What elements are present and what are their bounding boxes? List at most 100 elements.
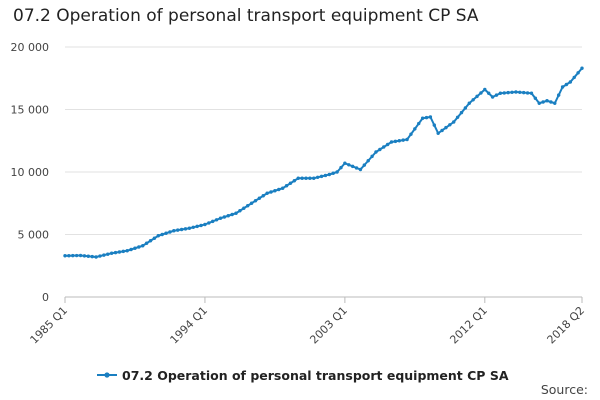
data-point[interactable] — [214, 218, 219, 222]
data-point[interactable] — [564, 82, 569, 87]
data-point[interactable] — [389, 140, 394, 144]
data-point[interactable] — [265, 191, 269, 195]
data-point[interactable] — [514, 90, 518, 94]
data-point[interactable] — [358, 167, 363, 172]
data-point[interactable] — [102, 253, 106, 257]
data-point[interactable] — [106, 252, 110, 256]
data-point[interactable] — [238, 209, 242, 213]
data-point[interactable] — [269, 190, 273, 194]
data-point[interactable] — [533, 96, 538, 100]
legend[interactable]: 07.2 Operation of personal transport equ… — [96, 366, 509, 384]
data-point[interactable] — [137, 245, 141, 249]
data-point[interactable] — [195, 224, 199, 229]
data-point[interactable] — [141, 244, 145, 248]
data-point[interactable] — [490, 95, 495, 99]
data-point[interactable] — [315, 175, 320, 180]
data-point[interactable] — [378, 147, 382, 152]
data-point[interactable] — [179, 227, 184, 232]
data-point[interactable] — [382, 145, 386, 149]
data-point[interactable] — [483, 87, 487, 92]
source-label[interactable]: Source: — [540, 382, 588, 397]
data-point[interactable] — [541, 100, 545, 104]
data-point[interactable] — [78, 253, 83, 258]
data-point[interactable] — [164, 231, 168, 235]
data-point[interactable] — [261, 194, 265, 198]
data-point[interactable] — [296, 176, 300, 180]
data-point[interactable] — [459, 110, 464, 115]
data-point[interactable] — [242, 206, 246, 210]
data-point[interactable] — [502, 91, 506, 95]
data-point[interactable] — [203, 222, 207, 227]
data-point[interactable] — [568, 80, 573, 84]
data-point[interactable] — [187, 226, 192, 230]
data-point[interactable] — [234, 211, 238, 215]
data-point[interactable] — [82, 254, 87, 258]
data-point[interactable] — [168, 230, 172, 234]
data-point[interactable] — [94, 255, 98, 259]
data-point[interactable] — [556, 93, 561, 97]
data-point[interactable] — [323, 173, 328, 178]
data-point[interactable] — [545, 99, 549, 103]
data-point[interactable] — [63, 254, 67, 258]
data-point[interactable] — [335, 170, 339, 174]
data-point[interactable] — [397, 139, 401, 143]
data-point[interactable] — [288, 181, 293, 185]
data-point[interactable] — [113, 250, 118, 255]
data-point[interactable] — [436, 131, 440, 135]
data-point[interactable] — [222, 215, 227, 219]
data-point[interactable] — [144, 241, 149, 245]
data-point[interactable] — [117, 250, 122, 254]
data-point[interactable] — [339, 165, 343, 170]
data-point[interactable] — [246, 204, 250, 208]
data-point[interactable] — [327, 172, 332, 177]
data-point[interactable] — [183, 227, 188, 231]
data-point[interactable] — [521, 90, 526, 95]
data-point[interactable] — [67, 253, 71, 258]
data-point[interactable] — [479, 91, 483, 95]
data-point[interactable] — [525, 91, 530, 95]
data-point[interactable] — [230, 212, 234, 217]
data-point[interactable] — [572, 75, 576, 80]
data-point[interactable] — [273, 189, 277, 193]
data-point[interactable] — [199, 223, 203, 228]
data-point[interactable] — [518, 90, 522, 95]
data-point[interactable] — [401, 138, 405, 142]
data-point[interactable] — [370, 154, 374, 159]
data-point[interactable] — [553, 101, 557, 105]
data-point[interactable] — [152, 236, 157, 240]
data-point[interactable] — [226, 214, 230, 218]
data-point[interactable] — [347, 163, 351, 167]
data-point[interactable] — [109, 251, 114, 255]
data-point[interactable] — [424, 115, 429, 120]
data-point[interactable] — [148, 239, 153, 243]
data-point[interactable] — [277, 187, 281, 192]
data-point[interactable] — [452, 120, 456, 124]
data-point[interactable] — [463, 106, 468, 110]
data-point[interactable] — [249, 201, 254, 205]
data-point[interactable] — [471, 98, 475, 102]
data-point[interactable] — [448, 123, 452, 127]
data-point[interactable] — [74, 253, 79, 258]
data-point[interactable] — [71, 253, 75, 258]
data-point[interactable] — [405, 137, 409, 142]
data-point[interactable] — [176, 228, 180, 232]
data-point[interactable] — [417, 121, 421, 126]
data-point[interactable] — [257, 196, 262, 200]
data-point[interactable] — [537, 101, 541, 105]
data-point[interactable] — [125, 249, 129, 253]
data-point[interactable] — [129, 247, 133, 252]
data-point[interactable] — [253, 199, 258, 203]
data-point[interactable] — [350, 164, 355, 169]
data-point[interactable] — [319, 174, 324, 179]
data-point[interactable] — [304, 176, 308, 180]
data-point[interactable] — [218, 216, 223, 220]
data-point[interactable] — [393, 139, 398, 144]
data-point[interactable] — [211, 219, 215, 224]
data-point[interactable] — [487, 91, 491, 95]
data-point[interactable] — [529, 91, 534, 95]
data-point[interactable] — [580, 66, 584, 70]
data-point[interactable] — [506, 90, 510, 95]
data-point[interactable] — [172, 229, 176, 233]
data-point[interactable] — [366, 159, 370, 163]
data-point[interactable] — [409, 132, 413, 136]
